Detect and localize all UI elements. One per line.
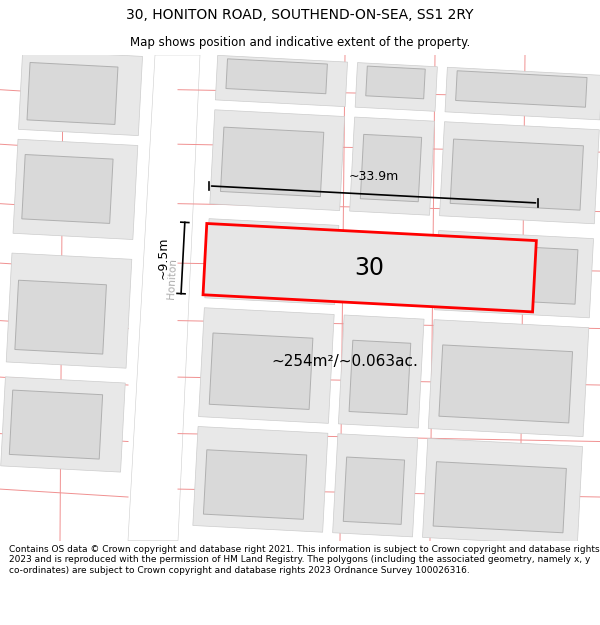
Polygon shape: [350, 117, 434, 215]
Polygon shape: [434, 231, 593, 318]
Polygon shape: [10, 390, 103, 459]
Polygon shape: [332, 434, 418, 537]
Polygon shape: [221, 127, 324, 197]
Text: ~33.9m: ~33.9m: [349, 170, 398, 183]
Polygon shape: [22, 154, 113, 223]
Polygon shape: [215, 231, 318, 291]
Polygon shape: [210, 110, 344, 211]
Polygon shape: [205, 219, 339, 304]
Text: Honiton: Honiton: [166, 258, 178, 299]
Polygon shape: [450, 139, 583, 210]
Polygon shape: [343, 457, 404, 524]
Polygon shape: [440, 122, 599, 224]
Polygon shape: [439, 345, 572, 423]
Polygon shape: [445, 68, 600, 120]
Polygon shape: [455, 71, 587, 108]
Text: ~9.5m: ~9.5m: [157, 237, 169, 279]
Polygon shape: [209, 333, 313, 409]
Text: 30: 30: [355, 256, 385, 280]
Text: Map shows position and indicative extent of the property.: Map shows position and indicative extent…: [130, 36, 470, 49]
Polygon shape: [13, 139, 138, 239]
Polygon shape: [19, 50, 143, 136]
Text: ~254m²/~0.063ac.: ~254m²/~0.063ac.: [271, 354, 418, 369]
Polygon shape: [128, 55, 200, 541]
Text: 30, HONITON ROAD, SOUTHEND-ON-SEA, SS1 2RY: 30, HONITON ROAD, SOUTHEND-ON-SEA, SS1 2…: [126, 8, 474, 22]
Polygon shape: [338, 315, 424, 428]
Polygon shape: [428, 319, 589, 437]
Polygon shape: [193, 426, 328, 532]
Polygon shape: [15, 280, 106, 354]
Polygon shape: [445, 243, 578, 304]
Polygon shape: [203, 450, 307, 519]
Polygon shape: [433, 462, 566, 532]
Polygon shape: [1, 377, 125, 472]
Polygon shape: [422, 438, 583, 546]
Polygon shape: [361, 134, 422, 202]
Polygon shape: [226, 59, 328, 94]
Polygon shape: [6, 253, 132, 368]
Polygon shape: [366, 66, 425, 99]
Polygon shape: [199, 308, 334, 423]
Text: Contains OS data © Crown copyright and database right 2021. This information is : Contains OS data © Crown copyright and d…: [9, 545, 599, 574]
Polygon shape: [203, 224, 536, 312]
Polygon shape: [27, 62, 118, 124]
Polygon shape: [215, 56, 347, 107]
Polygon shape: [355, 62, 437, 111]
Polygon shape: [349, 340, 411, 414]
